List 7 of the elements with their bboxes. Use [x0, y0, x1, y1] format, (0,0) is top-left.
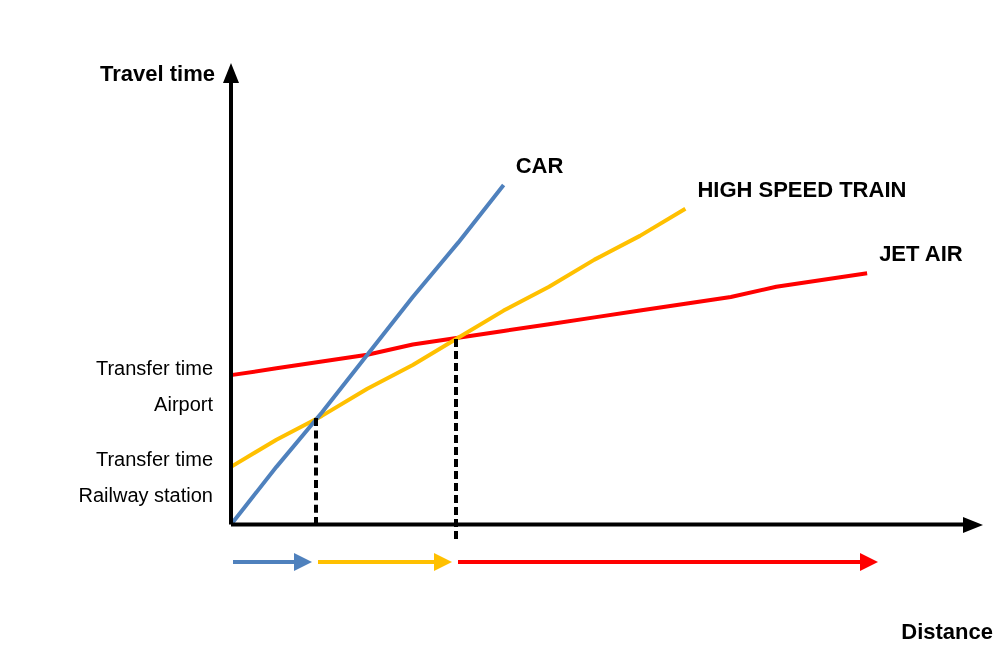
text: Transfer time Airport [95, 356, 214, 415]
series-label: HIGH SPEED TRAIN [697, 176, 907, 202]
text: Transfer time Railway station [78, 448, 213, 507]
x-axis-title: Distance [901, 619, 993, 645]
series-label: CAR [515, 152, 564, 178]
y-axis-title: Travel time [100, 61, 215, 87]
series-label: JET AIR [879, 241, 963, 267]
